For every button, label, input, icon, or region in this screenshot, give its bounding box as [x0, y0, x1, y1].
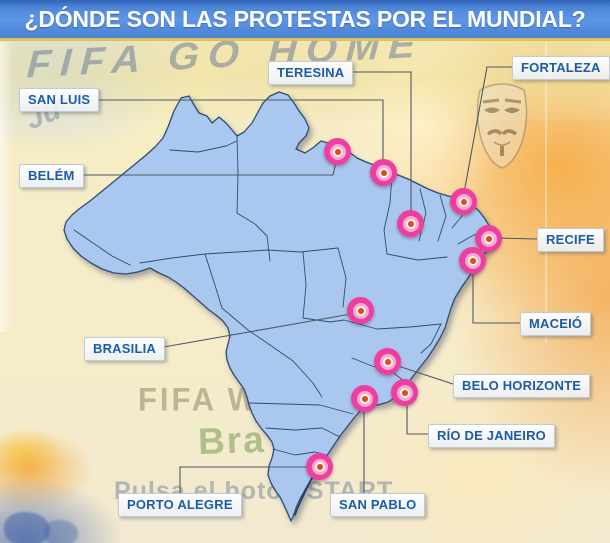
connector-line-belem	[82, 161, 337, 176]
marker-ring	[396, 384, 413, 401]
marker-ring	[480, 230, 497, 247]
protest-marker-recife	[475, 225, 502, 252]
city-label-maceio: MACEIÓ	[520, 312, 592, 336]
city-label-rio-de-janeiro: RÍO DE JANEIRO	[428, 424, 555, 448]
marker-ring	[352, 302, 369, 319]
marker-dot	[316, 463, 323, 470]
protest-marker-fortaleza	[450, 188, 477, 215]
marker-core	[332, 146, 343, 157]
protest-marker-maceio	[459, 247, 486, 274]
marker-ring	[402, 215, 419, 232]
brazil-country-shape	[63, 91, 493, 522]
marker-ring	[329, 143, 346, 160]
connector-line-teresina	[350, 71, 412, 211]
city-label-san-pablo: SAN PABLO	[330, 493, 426, 517]
city-label-fortaleza: FORTALEZA	[512, 56, 610, 80]
infographic-title: ¿DÓNDE SON LAS PROTESTAS POR EL MUNDIAL?	[24, 5, 586, 32]
marker-core	[483, 233, 494, 244]
protest-marker-belem	[324, 138, 351, 165]
title-bar: ¿DÓNDE SON LAS PROTESTAS POR EL MUNDIAL?	[0, 0, 610, 41]
connector-line-belo-horizonte	[397, 365, 454, 385]
protest-marker-porto-alegre	[306, 453, 333, 480]
city-label-belo-horizonte: BELO HORIZONTE	[453, 374, 591, 398]
connector-line-brasilia	[157, 313, 352, 349]
city-label-belem: BELÉM	[19, 164, 84, 188]
connector-line-san-luis	[88, 99, 384, 159]
marker-core	[378, 167, 389, 178]
city-label-teresina: TERESINA	[268, 61, 354, 85]
marker-core	[405, 218, 416, 229]
background-light-strip	[0, 42, 13, 332]
connector-line-recife	[497, 237, 538, 240]
connector-line-fortaleza	[463, 66, 512, 194]
marker-core	[458, 196, 469, 207]
marker-dot	[361, 395, 368, 402]
protest-marker-san-pablo	[351, 385, 378, 412]
marker-dot	[401, 389, 408, 396]
protest-marker-belo-horizonte	[374, 348, 401, 375]
marker-ring	[375, 164, 392, 181]
protest-marker-san-luis	[370, 159, 397, 186]
marker-ring	[379, 353, 396, 370]
marker-dot	[460, 198, 467, 205]
marker-core	[467, 255, 478, 266]
protest-marker-rio-de-janeiro	[391, 379, 418, 406]
marker-core	[399, 387, 410, 398]
city-label-san-luis: SAN LUIS	[19, 88, 100, 112]
city-label-recife: RECIFE	[537, 228, 604, 252]
marker-dot	[384, 358, 391, 365]
connector-line-rio-de-janeiro	[406, 402, 428, 435]
background-photo-seam	[545, 42, 547, 342]
marker-ring	[311, 458, 328, 475]
background-figure-blob	[4, 512, 50, 543]
protest-marker-brasilia	[347, 297, 374, 324]
marker-dot	[357, 307, 364, 314]
label-connector-lines	[82, 66, 538, 493]
marker-core	[382, 356, 393, 367]
connector-line-maceio	[472, 270, 520, 324]
marker-core	[359, 393, 370, 404]
marker-dot	[469, 257, 476, 264]
marker-ring	[356, 390, 373, 407]
city-label-porto-alegre: PORTO ALEGRE	[118, 493, 242, 517]
marker-dot	[334, 148, 341, 155]
background-figure-blob	[44, 520, 78, 543]
protest-marker-teresina	[397, 210, 424, 237]
marker-core	[355, 305, 366, 316]
marker-dot	[407, 220, 414, 227]
marker-dot	[380, 169, 387, 176]
marker-ring	[455, 193, 472, 210]
anonymous-mask-image	[476, 83, 528, 169]
marker-dot	[485, 235, 492, 242]
connector-line-porto-alegre	[179, 466, 308, 493]
marker-ring	[464, 252, 481, 269]
city-label-brasilia: BRASILIA	[84, 337, 165, 361]
marker-core	[314, 461, 325, 472]
